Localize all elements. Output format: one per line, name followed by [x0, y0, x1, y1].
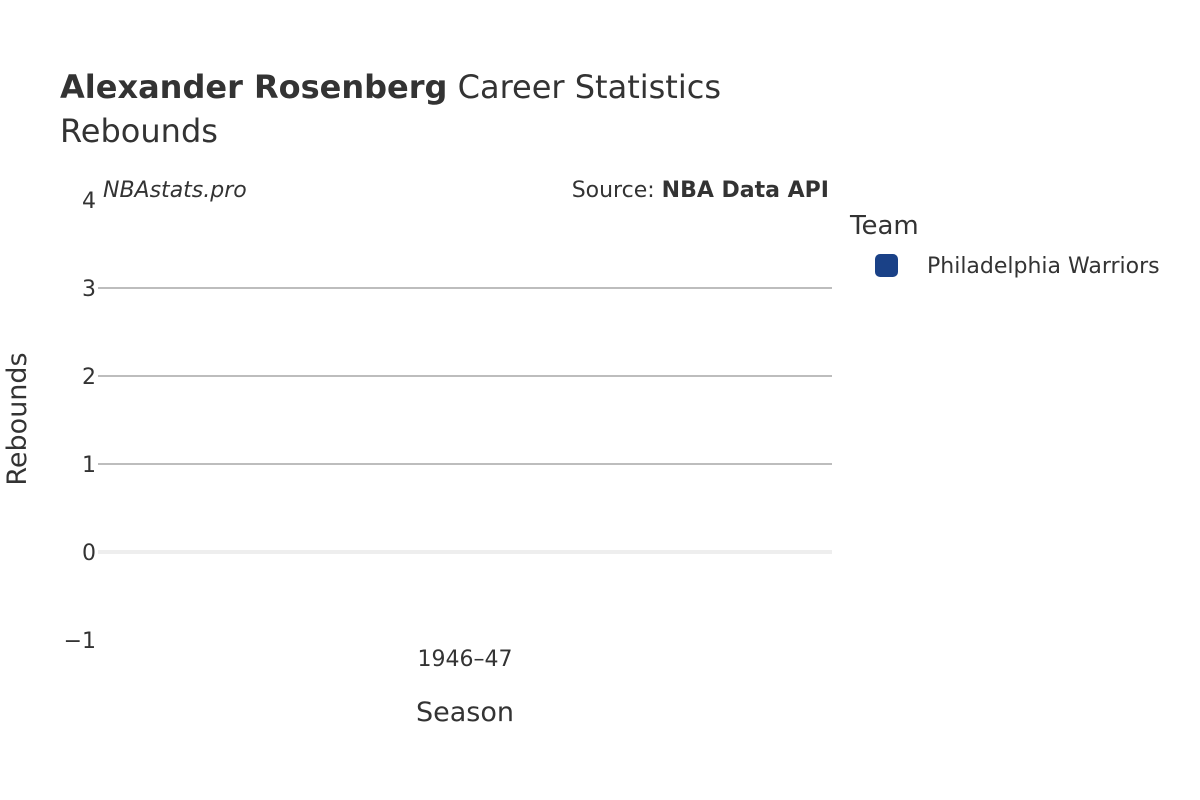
legend-label-philadelphia-warriors[interactable]: Philadelphia Warriors [927, 254, 1160, 279]
legend-swatch-philadelphia-warriors[interactable] [875, 254, 898, 277]
title-suffix: Career Statistics [447, 68, 721, 106]
y-tick-label: 4 [82, 189, 96, 214]
y-tick-label: 1 [82, 453, 96, 478]
y-axis-label: Rebounds [2, 352, 33, 485]
y-tick-label: 2 [82, 365, 96, 390]
y-tick-label: 3 [82, 277, 96, 302]
watermark: NBAstats.pro [103, 178, 247, 203]
y-tick-label: 0 [82, 541, 96, 566]
source-name: NBA Data API [661, 178, 829, 203]
y-tick-label: −1 [64, 629, 96, 654]
chart-subtitle: Rebounds [60, 112, 218, 150]
y-tick-labels: −1 0 1 2 3 4 [64, 189, 96, 654]
x-tick-label: 1946–47 [418, 647, 513, 672]
x-tick-labels: 1946–47 [418, 647, 513, 672]
chart-title: Alexander Rosenberg Career Statistics [60, 68, 721, 106]
source-credit: Source: NBA Data API [572, 178, 829, 203]
player-name: Alexander Rosenberg [60, 68, 448, 106]
gridlines [98, 287, 832, 554]
source-prefix: Source: [571, 178, 662, 203]
x-axis-label: Season [416, 697, 514, 728]
legend-title: Team [850, 211, 919, 241]
